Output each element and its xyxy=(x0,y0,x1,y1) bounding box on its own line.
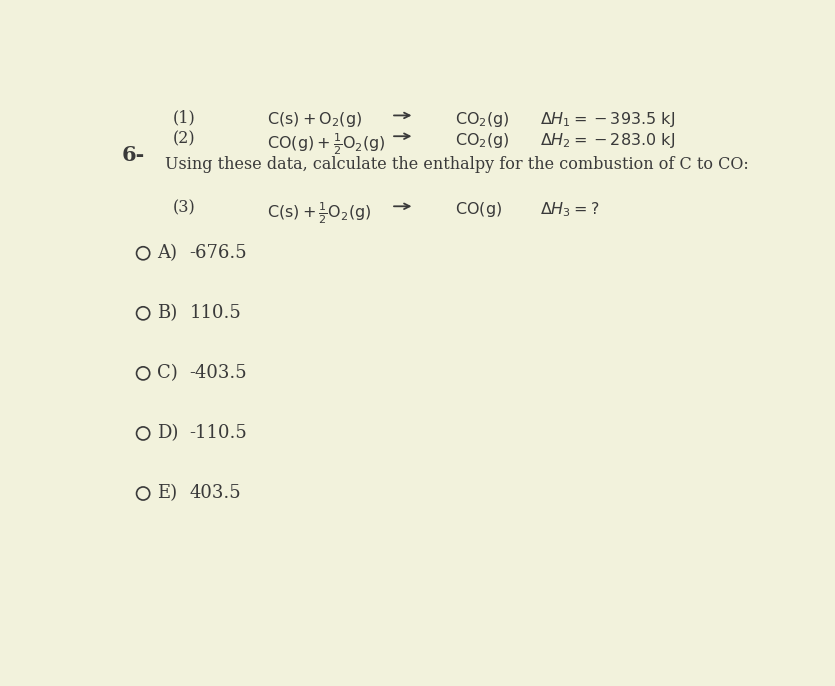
Text: C): C) xyxy=(157,364,178,382)
Text: -676.5: -676.5 xyxy=(190,244,247,262)
Text: (2): (2) xyxy=(173,130,195,147)
Text: $\Delta H_1 = -393.5\ \mathrm{kJ}$: $\Delta H_1 = -393.5\ \mathrm{kJ}$ xyxy=(540,110,675,129)
Text: 6-: 6- xyxy=(121,145,144,165)
Text: (1): (1) xyxy=(173,109,195,126)
Text: Using these data, calculate the enthalpy for the combustion of C to CO:: Using these data, calculate the enthalpy… xyxy=(164,156,748,174)
Text: (3): (3) xyxy=(173,200,195,216)
Text: B): B) xyxy=(157,305,177,322)
Text: $\mathrm{CO(g)}$: $\mathrm{CO(g)}$ xyxy=(455,200,502,219)
Text: -110.5: -110.5 xyxy=(190,425,247,442)
Text: $\mathrm{CO_2(g)}$: $\mathrm{CO_2(g)}$ xyxy=(455,131,509,150)
Text: $\mathrm{CO_2(g)}$: $\mathrm{CO_2(g)}$ xyxy=(455,110,509,129)
Text: 403.5: 403.5 xyxy=(190,484,241,503)
Text: E): E) xyxy=(157,484,177,503)
Text: $\Delta H_3 = ?$: $\Delta H_3 = ?$ xyxy=(540,200,600,219)
Text: D): D) xyxy=(157,425,179,442)
Text: 110.5: 110.5 xyxy=(190,305,241,322)
Text: A): A) xyxy=(157,244,177,262)
Text: $\mathrm{C(s) + \frac{1}{2}O_2(g)}$: $\mathrm{C(s) + \frac{1}{2}O_2(g)}$ xyxy=(267,200,372,226)
Text: $\mathrm{CO(g) + \frac{1}{2}O_2(g)}$: $\mathrm{CO(g) + \frac{1}{2}O_2(g)}$ xyxy=(267,131,386,156)
Text: $\Delta H_2 = -283.0\ \mathrm{kJ}$: $\Delta H_2 = -283.0\ \mathrm{kJ}$ xyxy=(540,131,675,150)
Text: -403.5: -403.5 xyxy=(190,364,247,382)
Text: $\mathrm{C(s) + O_2(g)}$: $\mathrm{C(s) + O_2(g)}$ xyxy=(267,110,362,129)
